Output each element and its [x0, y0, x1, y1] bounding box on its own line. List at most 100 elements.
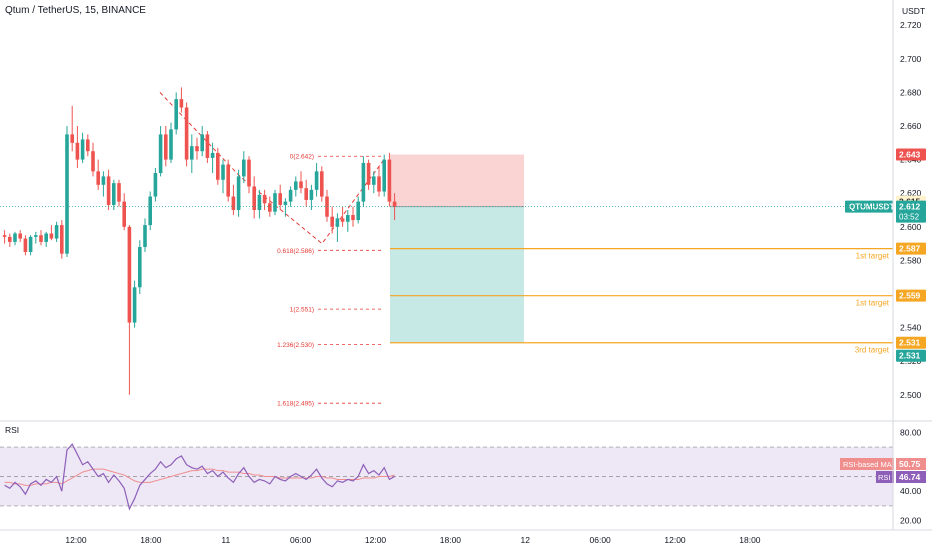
- price-tick-label: 2.500: [900, 390, 922, 400]
- price-marker-label: 2.587: [899, 244, 921, 254]
- candle-body: [247, 159, 251, 187]
- fib-level-label: 1.618(2.495): [277, 401, 314, 408]
- candle-body: [2, 235, 7, 237]
- time-tick-label: 12:00: [365, 535, 387, 545]
- candle-body: [294, 181, 298, 190]
- candle-body: [60, 225, 64, 254]
- candle-body: [65, 134, 69, 254]
- countdown: 03:52: [899, 213, 920, 222]
- candle-body: [34, 235, 38, 237]
- candle-body: [200, 134, 204, 152]
- candle-body: [8, 236, 12, 242]
- rsi-line: [4, 443, 395, 511]
- fib-level-label: 1.236(2.530): [277, 342, 314, 349]
- candle-body: [117, 183, 121, 202]
- candle-body: [283, 201, 288, 205]
- candle-body: [262, 194, 267, 204]
- rsi-badge-bg: [876, 471, 894, 483]
- candle-body: [158, 134, 163, 174]
- candle-body: [143, 225, 147, 247]
- candle-body: [18, 233, 22, 239]
- price-marker-bg: [896, 289, 926, 302]
- time-tick-label: 18:00: [739, 535, 761, 545]
- candle-body: [392, 201, 397, 207]
- candle-body: [127, 226, 132, 323]
- candle-body: [210, 152, 215, 158]
- candle-body: [278, 193, 282, 205]
- candle-body: [216, 152, 220, 180]
- candle-body: [314, 171, 319, 190]
- price-tick-label: 2.680: [900, 87, 922, 97]
- symbol-title: Qtum / TetherUS, 15, BINANCE: [5, 5, 146, 16]
- price-marker-bg: [896, 349, 926, 362]
- rsi-ma-badge: RSI-based MA: [843, 460, 892, 469]
- candle-body: [242, 159, 246, 177]
- currency-label: USDT: [902, 6, 925, 16]
- candle-body: [340, 218, 345, 222]
- candle-body: [122, 201, 126, 227]
- candle-body: [190, 146, 194, 160]
- target-label: 3rd target: [855, 346, 890, 355]
- time-tick-label: 18:00: [440, 535, 462, 545]
- candle-body: [174, 99, 178, 130]
- candle-body: [86, 139, 90, 152]
- time-axis: 12:00 18:00 11 06:00 12:00 18:00 12 06:00 12:00 1…: [65, 535, 760, 545]
- candle-body: [13, 233, 17, 242]
- candle-body: [28, 236, 33, 252]
- time-tick-label: 06:00: [290, 535, 312, 545]
- candle-body: [112, 183, 116, 205]
- candle-body: [288, 189, 293, 202]
- time-tick-label: 12: [521, 535, 531, 545]
- candle-body: [179, 99, 184, 108]
- candle-body: [309, 189, 314, 200]
- rsi-ma-value: 50.75: [899, 459, 921, 469]
- time-tick-label: 11: [221, 535, 230, 545]
- candle-body: [346, 215, 350, 222]
- candle-body: [54, 225, 59, 239]
- candle-body: [330, 216, 334, 227]
- price-tick-label: 2.540: [900, 323, 922, 333]
- symbol-badge: QTUMUSDT: [849, 203, 894, 212]
- candle-body: [257, 194, 262, 210]
- price-tick-label: 2.600: [900, 222, 922, 232]
- symbol-badge-bg: [845, 200, 893, 213]
- rsi-ma-value-bg: [896, 458, 926, 470]
- price-marker-label: 2.559: [899, 291, 921, 301]
- candle-body: [236, 176, 241, 210]
- candle-body: [44, 233, 48, 242]
- rsi-value: 46.74: [899, 472, 921, 482]
- candle-body: [320, 171, 324, 197]
- time-tick-label: 12:00: [65, 535, 87, 545]
- fibonacci-extension: 0(2.642) 0.618(2.586) 1(2.551) 1.236(2.530)…: [159, 92, 385, 408]
- candle-body: [252, 186, 256, 210]
- take-profit-zone: [390, 206, 524, 343]
- price-tick-label: 2.700: [900, 54, 922, 64]
- fib-trend-path: [159, 92, 385, 245]
- price-markers: 2.6432.6152.5872.5592.5312.531QTUMUSDT2.…: [845, 148, 926, 362]
- candle-body: [226, 164, 230, 197]
- candle-body: [23, 238, 28, 252]
- rsi-badge: RSI: [878, 473, 891, 482]
- price-marker-label: 2.643: [899, 150, 921, 160]
- fib-level-label: 0(2.642): [290, 154, 314, 161]
- candle-body: [138, 246, 142, 288]
- candle-body: [91, 151, 95, 172]
- candle-body: [366, 162, 371, 185]
- current-price-bg: [896, 200, 926, 223]
- fib-level-label: 1(2.551): [290, 307, 314, 314]
- candle-body: [195, 146, 199, 152]
- candle-body: [221, 164, 225, 180]
- stop-loss-zone: [390, 154, 524, 207]
- rsi-tick-label: 40.00: [900, 486, 922, 496]
- candle-body: [70, 134, 74, 143]
- price-tick-label: 2.620: [900, 188, 922, 198]
- rsi-value-bg: [896, 471, 926, 483]
- candle-body: [268, 203, 272, 212]
- price-tick-label: 2.720: [900, 20, 922, 30]
- rsi-tick-label: 80.00: [900, 427, 922, 437]
- candle-body: [299, 181, 303, 189]
- candle-body: [101, 176, 106, 185]
- target-lines: 1st target 1st target 3rd target: [390, 248, 893, 355]
